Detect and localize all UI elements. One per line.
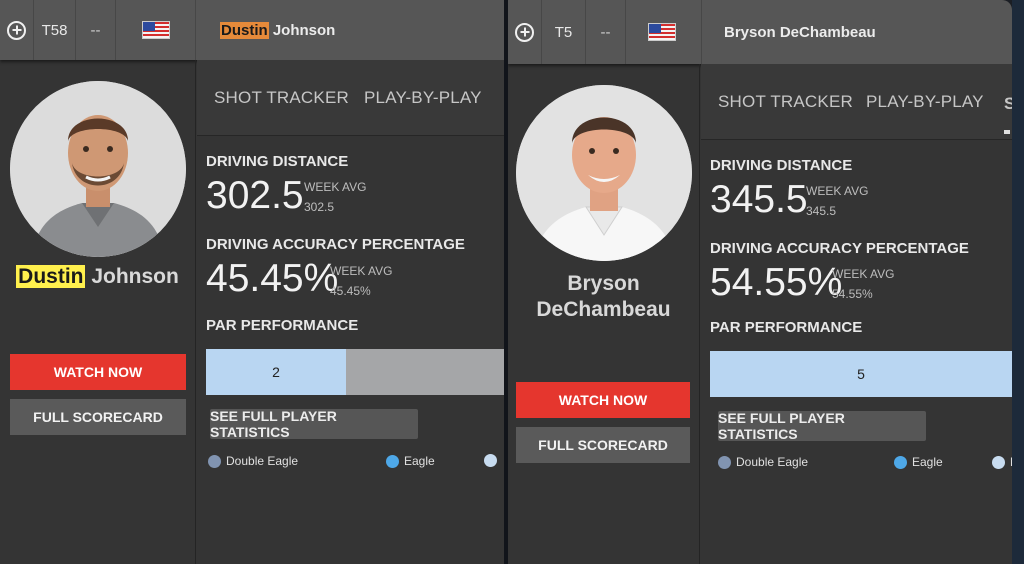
par-performance-label: PAR PERFORMANCE: [710, 319, 863, 336]
usa-flag-icon: [647, 23, 676, 41]
driving-distance-label: DRIVING DISTANCE: [710, 157, 853, 174]
legend-label: Eagle: [404, 454, 435, 468]
legend-item-double-eagle: Double Eagle: [208, 454, 298, 468]
player-card-dustin-johnson: T58 -- Dustin Johnson: [0, 0, 504, 564]
add-player-button[interactable]: [0, 0, 34, 60]
country-cell: [622, 0, 702, 64]
legend-label: Double Eagle: [226, 454, 299, 468]
header-player-name[interactable]: Bryson DeChambeau: [724, 23, 876, 41]
header-player-name[interactable]: Dustin Johnson: [220, 0, 335, 60]
full-scorecard-button[interactable]: FULL SCORECARD: [10, 399, 186, 435]
player-profile-column: Bryson DeChambeau WATCH NOW FULL SCORECA…: [508, 64, 700, 564]
driving-distance-value: 345.5: [710, 178, 808, 221]
add-circle-icon: [7, 20, 26, 40]
driving-accuracy-week-label: WEEK AVG: [330, 264, 393, 278]
usa-flag-icon: [141, 21, 170, 39]
legend-dot: [992, 455, 1005, 469]
tab-shot-tracker[interactable]: SHOT TRACKER: [718, 92, 853, 111]
legend-item-third: [484, 454, 502, 467]
score-cell: --: [586, 0, 626, 64]
player-photo-avatar: [516, 85, 692, 261]
legend-label: Bi: [1010, 455, 1012, 469]
driving-distance-value: 302.5: [206, 174, 304, 217]
player-header-bar: T58 -- Dustin Johnson: [0, 0, 504, 60]
legend-item-eagle: Eagle: [894, 455, 943, 469]
see-full-player-statistics-button[interactable]: SEE FULL PLAYER STATISTICS: [210, 408, 418, 440]
driving-distance-week-label: WEEK AVG: [304, 180, 367, 194]
driving-accuracy-label: DRIVING ACCURACY PERCENTAGE: [206, 236, 465, 253]
full-scorecard-button[interactable]: FULL SCORECARD: [516, 427, 690, 463]
par-performance-segment-value: 2: [272, 364, 280, 380]
watch-now-button[interactable]: WATCH NOW: [10, 354, 186, 390]
player-last-name: Johnson: [91, 265, 179, 288]
player-card-bryson-dechambeau: T5 -- Bryson DeChambeau Bryson: [508, 0, 1012, 564]
legend-item-third: Bi: [992, 455, 1012, 469]
position-cell: T5: [542, 0, 586, 64]
driving-accuracy-label: DRIVING ACCURACY PERCENTAGE: [710, 240, 969, 257]
player-first-name: Dustin: [16, 265, 86, 288]
tab-play-by-play[interactable]: PLAY-BY-PLAY: [364, 88, 482, 107]
par-performance-bar: 5: [710, 351, 1012, 397]
player-tabs: SHOT TRACKER PLAY-BY-PLAY S: [701, 64, 1012, 140]
screen-background: [1012, 0, 1024, 564]
driving-accuracy-week-label: WEEK AVG: [832, 267, 895, 281]
tab-partial[interactable]: S: [1004, 94, 1012, 113]
legend-item-eagle: Eagle: [386, 454, 435, 468]
tab-shot-tracker[interactable]: SHOT TRACKER: [214, 88, 349, 107]
legend-dot: [894, 455, 907, 469]
player-photo-avatar: [10, 81, 186, 257]
legend-dot: [208, 454, 221, 468]
player-header-bar: T5 -- Bryson DeChambeau: [508, 0, 1012, 64]
legend-item-double-eagle: Double Eagle: [718, 455, 808, 469]
country-cell: [116, 0, 196, 60]
legend-dot: [386, 454, 399, 468]
player-profile-column: Dustin Johnson WATCH NOW FULL SCORECARD: [0, 60, 196, 564]
par-performance-label: PAR PERFORMANCE: [206, 317, 359, 334]
header-first-name: Dustin: [220, 21, 269, 39]
driving-distance-label: DRIVING DISTANCE: [206, 153, 349, 170]
driving-distance-week-value: 302.5: [304, 200, 335, 214]
tab-play-by-play[interactable]: PLAY-BY-PLAY: [866, 92, 984, 111]
position-cell: T58: [34, 0, 76, 60]
position-text: T5: [554, 23, 573, 41]
player-name[interactable]: Bryson DeChambeau: [508, 271, 699, 323]
header-last-name: Johnson: [272, 21, 336, 39]
par-performance-segment: 5: [710, 351, 1012, 397]
panel-divider: [504, 0, 508, 564]
driving-accuracy-value: 45.45%: [206, 257, 339, 300]
legend-dot: [718, 455, 731, 469]
driving-accuracy-value: 54.55%: [710, 261, 843, 304]
par-performance-segment-value: 5: [857, 366, 865, 382]
driving-accuracy-week-value: 54.55%: [832, 287, 873, 301]
watch-now-button[interactable]: WATCH NOW: [516, 382, 690, 418]
see-full-player-statistics-button[interactable]: SEE FULL PLAYER STATISTICS: [718, 410, 926, 442]
active-tab-indicator: [1004, 130, 1010, 134]
par-performance-segment: 2: [206, 349, 347, 395]
player-tabs: SHOT TRACKER PLAY-BY-PLAY: [197, 60, 504, 136]
par-performance-bar: 2: [206, 349, 504, 395]
add-player-button[interactable]: [508, 0, 542, 64]
driving-distance-week-value: 345.5: [806, 204, 837, 218]
player-name-line-2: DeChambeau: [536, 298, 671, 321]
driving-distance-week-label: WEEK AVG: [806, 184, 869, 198]
driving-accuracy-week-value: 45.45%: [330, 284, 371, 298]
score-text: --: [600, 23, 611, 41]
player-name[interactable]: Dustin Johnson: [0, 264, 195, 290]
legend-dot: [484, 454, 497, 467]
player-name-line-1: Bryson: [567, 272, 640, 295]
legend-label: Double Eagle: [736, 455, 809, 469]
score-cell: --: [76, 0, 116, 60]
add-circle-icon: [515, 22, 534, 42]
legend-label: Eagle: [912, 455, 943, 469]
position-text: T58: [41, 21, 68, 39]
score-text: --: [90, 21, 101, 39]
